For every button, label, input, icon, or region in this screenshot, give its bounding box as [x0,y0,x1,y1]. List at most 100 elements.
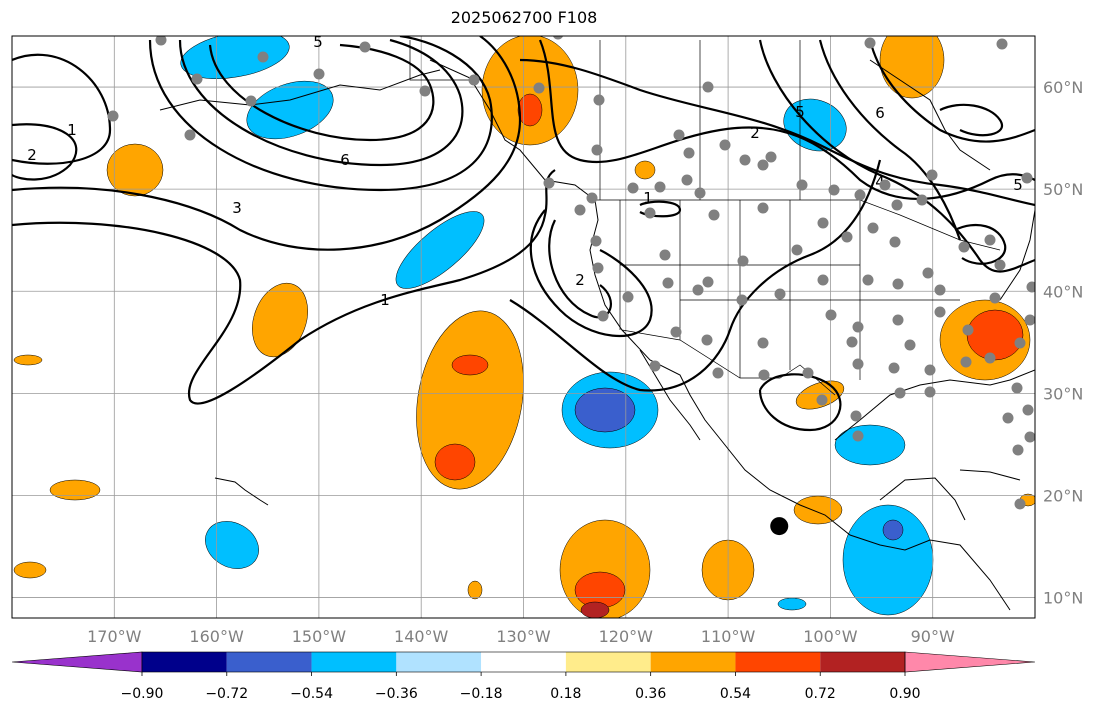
anomaly-region [451,354,489,376]
station-dot [592,262,604,274]
lon-tick-label: 130°W [496,627,551,646]
station-dot [867,222,879,234]
colorbar-min-extend [11,651,143,673]
contour-value-label: 1 [643,189,653,207]
station-dot [1026,281,1035,293]
station-dot [574,204,586,216]
colorbar-swatch [650,652,736,672]
station-dot [962,324,974,336]
colorbar-outline [141,651,906,673]
station-dot [958,241,970,253]
contour-line [548,219,612,319]
anomaly-region [416,310,524,490]
contour-value-label: 5 [313,33,323,51]
station-dot [802,367,814,379]
coastline-hudson [869,59,991,171]
station-dot [904,339,916,351]
coastline-east-us [999,209,1035,301]
station-dot [719,139,731,151]
colorbar-tick-label: −0.72 [205,686,248,702]
station-dot [627,182,639,194]
contour-line [148,36,493,192]
contour-line [818,39,962,241]
contour-line [758,373,842,432]
anomaly-region [106,143,164,197]
lat-tick-label: 60°N [1043,78,1083,97]
colorbar-swatch [226,652,312,672]
station-dot [984,352,996,364]
contour-value-label: 5 [795,103,805,121]
lat-tick-label: 40°N [1043,282,1083,301]
station-dot [922,267,934,279]
station-dot [926,169,938,181]
contour-value-label: 4 [875,173,885,191]
station-dot [191,73,203,85]
anomaly-region [793,495,843,525]
anomaly-region [13,561,47,579]
colorbar-tick-label: −0.36 [375,686,418,702]
station-dot [155,36,167,46]
station-dot [1024,431,1035,443]
contour-line [939,103,1004,137]
anomaly-region [777,597,807,611]
station-dot [1021,172,1033,184]
station-dot [889,236,901,248]
colorbar-tick-label: 0.36 [635,686,666,702]
station-dot [670,326,682,338]
contour-line [519,58,1035,207]
station-dot [245,95,257,107]
coastline-cuba [959,469,1021,481]
colorbar-swatch [565,652,651,672]
station-dot [1024,314,1035,326]
station-dot [757,202,769,214]
station-dot [1011,382,1023,394]
station-dot [862,274,874,286]
station-dot [1012,444,1024,456]
station-dot [854,189,866,201]
anomaly-region [395,211,485,289]
station-dot [468,74,480,86]
contour-line [12,36,522,251]
coastline-north-america [429,59,1011,611]
station-dot [852,321,864,333]
station-dot [257,51,269,63]
colorbar-swatch [396,652,482,672]
border-alaska-canada [409,40,470,81]
station-dot [864,37,876,49]
station-dot [828,184,840,196]
colorbar: −0.90 −0.72 −0.54 −0.36 −0.18 0.18 0.36 0.54 0.7… [11,651,1036,702]
station-dot [313,68,325,80]
station-dot [694,187,706,199]
station-dot [774,288,786,300]
lon-tick-label: 90°W [911,627,955,646]
lon-tick-label: 100°W [803,627,858,646]
station-dot [757,337,769,349]
station-dot [841,231,853,243]
contour-value-label: 1 [380,291,390,309]
station-dot [825,309,837,321]
contour-line [12,123,78,181]
coastline-hawaii [214,477,269,506]
station-dot [924,364,936,376]
station-dot [996,38,1008,50]
anomaly-region [49,479,101,501]
colorbar-tick-label: −0.90 [121,686,164,702]
station-dot [683,147,695,159]
anomaly-region [517,93,543,127]
contour-value-label: 6 [340,151,350,169]
contour-line [12,169,556,405]
station-dot [791,244,803,256]
anomaly-region [966,309,1024,361]
anomaly-region [834,424,906,466]
station-dot [419,85,431,97]
contour-label-layer: 1 2 5 6 3 1 2 1 5 2 4 6 5 [27,33,1023,309]
station-dot [846,336,858,348]
contour-line [868,39,1035,143]
station-dot [1022,404,1034,416]
anomaly-region [13,354,43,366]
station-dot [816,394,828,406]
station-dot [989,292,1001,304]
station-dot [107,110,119,122]
station-dot [708,209,720,221]
